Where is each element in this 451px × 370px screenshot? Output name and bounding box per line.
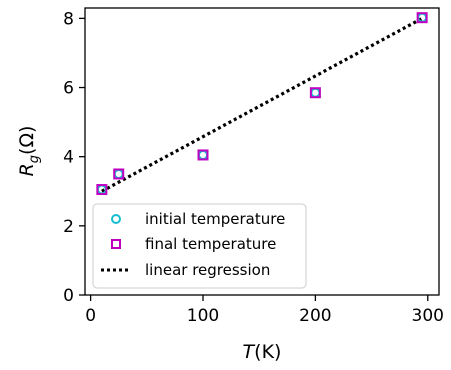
- legend-label-linear-regression: linear regression: [145, 261, 270, 279]
- x-tick-label: 0: [85, 306, 96, 326]
- y-axis-label-base: R: [16, 163, 38, 176]
- x-axis-label-base: T: [243, 341, 256, 363]
- data-point-final-temperature: [416, 12, 428, 24]
- data-point-final-temperature: [96, 184, 108, 196]
- legend-label-initial-temperature: initial temperature: [145, 210, 285, 228]
- y-tick-label: 2: [63, 217, 74, 237]
- legend-box: [92, 203, 307, 289]
- x-tick-label: 200: [299, 306, 331, 326]
- data-point-final-temperature: [113, 168, 125, 180]
- legend: initial temperature final temperature li…: [92, 203, 307, 289]
- y-axis-label-unit: (Ω): [16, 126, 38, 155]
- x-tick-label: 300: [412, 306, 444, 326]
- x-axis-label-unit: (K): [254, 341, 281, 363]
- y-tick-label: 4: [63, 148, 74, 168]
- data-point-final-temperature: [197, 149, 209, 161]
- y-tick-label: 6: [63, 79, 74, 99]
- legend-label-final-temperature: final temperature: [145, 235, 276, 253]
- y-axis-label: Rg(Ω): [16, 126, 42, 177]
- legend-marker-initial-temperature: [111, 214, 121, 224]
- data-point-final-temperature: [309, 87, 321, 99]
- y-axis-label-sub: g: [27, 155, 42, 163]
- y-tick-label: 0: [63, 286, 74, 306]
- x-axis-label: T(K): [243, 341, 282, 363]
- y-tick-label: 8: [63, 9, 74, 29]
- x-tick-label: 100: [187, 306, 219, 326]
- axes: 0 100 200 300 0 2 4 6 8: [63, 9, 444, 326]
- legend-marker-final-temperature: [111, 239, 121, 249]
- chart-marks: [96, 12, 428, 196]
- plot-frame: [84, 7, 440, 296]
- regression-line: [101, 16, 423, 193]
